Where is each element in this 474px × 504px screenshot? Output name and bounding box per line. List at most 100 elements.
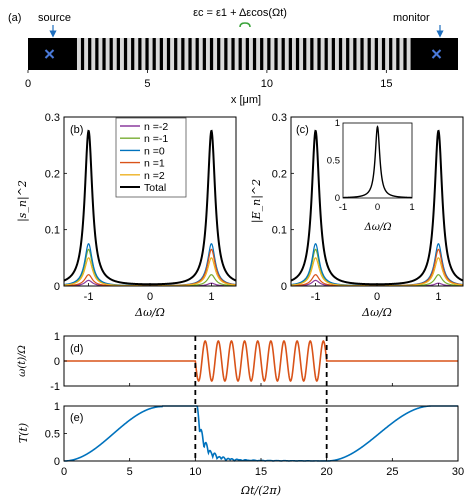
y-tick-label: 0	[54, 356, 60, 368]
grating-stripe	[392, 38, 397, 70]
inset-ticks: -1 0 100.51	[327, 118, 415, 213]
grating-stripe	[342, 38, 347, 70]
modulation-window-lines	[194, 336, 328, 461]
grating-stripe	[334, 38, 339, 70]
x-tick-label: -1	[84, 291, 94, 303]
grating-stripe	[399, 38, 404, 70]
legend-entry: n =-2	[144, 121, 168, 133]
panel-d: -1 0 1 (d) ω(t)/Ω	[17, 331, 459, 393]
x-tick-label: 0	[61, 466, 67, 478]
source-label: source	[38, 12, 71, 24]
panel-d-ylabel: ω(t)/Ω	[17, 345, 28, 377]
grating-stripe	[227, 38, 232, 70]
legend-entry: n =2	[144, 170, 165, 182]
grating-stripe	[220, 38, 225, 70]
grating-stripe	[162, 38, 167, 70]
inset-y-tick: 0	[335, 193, 340, 204]
x-tick-label: 15	[255, 466, 267, 478]
panel-a-x-axis: 0 5 10 15	[25, 70, 392, 90]
panel-d-curve	[64, 339, 458, 383]
grating-stripe	[248, 38, 253, 70]
y-tick-label: 0.5	[45, 429, 60, 441]
inset-x-tick: -1	[339, 202, 347, 213]
panel-a-xtick: 10	[261, 78, 273, 90]
panel-e-frame	[63, 405, 459, 462]
y-tick-label: -1	[50, 381, 60, 393]
panel-c-label: (c)	[296, 124, 309, 136]
grating-stripe	[155, 38, 160, 70]
grating-stripe	[76, 38, 81, 70]
grating-stripe	[119, 38, 124, 70]
grating-stripe	[406, 38, 411, 70]
panel-c-ticks: -1 0 100.10.20.3	[272, 112, 442, 303]
grating-stripe	[385, 38, 390, 70]
grating-stripe	[177, 38, 182, 70]
panel-a-xtick: 0	[25, 78, 31, 90]
brace-icon	[239, 22, 251, 28]
panel-e-curve	[64, 405, 458, 462]
x-tick-label: 10	[189, 466, 201, 478]
grating-stripes	[76, 38, 411, 70]
grating-stripe	[241, 38, 246, 70]
grating-stripe	[363, 38, 368, 70]
y-tick-label: 0.3	[272, 112, 287, 124]
panel-e-label: (e)	[70, 412, 83, 424]
grating-stripe	[234, 38, 239, 70]
grating-stripe	[205, 38, 210, 70]
grating-stripe	[148, 38, 153, 70]
monitor-cross-icon	[431, 49, 442, 59]
x-tick-label: 1	[435, 291, 441, 303]
legend-entry: n =1	[144, 158, 165, 170]
x-tick-label: 30	[452, 466, 464, 478]
equation-text: εc = ε1 + Δεcos(Ωt)	[193, 7, 287, 19]
monitor-label: monitor	[393, 12, 430, 24]
panel-e-ylabel: T(t)	[17, 423, 30, 443]
panel-d-label: (d)	[70, 343, 83, 355]
panel-b-ylabel: |s_n|^2	[16, 180, 30, 222]
inset-frame	[342, 122, 413, 199]
grating-stripe	[112, 38, 117, 70]
x-tick-label: 0	[147, 291, 153, 303]
grating-stripe	[299, 38, 304, 70]
grating-stripe	[356, 38, 361, 70]
grating-stripe	[320, 38, 325, 70]
grating-stripe	[377, 38, 382, 70]
grating-stripe	[141, 38, 146, 70]
panel-a: (a) source monitor εc = ε1 + Δεcos(Ωt) 0…	[8, 7, 458, 106]
y-tick-label: 0	[54, 456, 60, 468]
y-tick-label: 0.2	[272, 168, 287, 180]
grating-stripe	[134, 38, 139, 70]
grating-stripe	[327, 38, 332, 70]
inset-xlabel: Δω/Ω	[363, 222, 391, 233]
grating-stripe	[256, 38, 261, 70]
grating-stripe	[98, 38, 103, 70]
grating-stripe	[213, 38, 218, 70]
y-tick-label: 1	[54, 331, 60, 343]
panel-c-xlabel: Δω/Ω	[361, 306, 392, 319]
panel-a-label: (a)	[8, 12, 21, 24]
panel-c-inset: -1 0 100.51 Δω/Ω	[327, 118, 415, 233]
y-tick-label: 1	[54, 401, 60, 413]
y-tick-label: 0.2	[45, 168, 60, 180]
series-line-n2	[290, 257, 464, 287]
y-tick-label: 0.1	[272, 225, 287, 237]
grating-stripe	[284, 38, 289, 70]
panel-b-xlabel: Δω/Ω	[134, 306, 165, 319]
grating-stripe	[263, 38, 268, 70]
grating-stripe	[306, 38, 311, 70]
grating-stripe	[91, 38, 96, 70]
grating-stripe	[370, 38, 375, 70]
legend-entry: n =-1	[144, 133, 168, 145]
panel-a-xtick: 15	[380, 78, 392, 90]
y-tick-label: 0	[54, 281, 60, 293]
source-cross-icon	[44, 49, 55, 59]
inset-line	[342, 125, 413, 199]
legend-entry: n =0	[144, 145, 165, 157]
x-tick-label: 20	[321, 466, 333, 478]
grating-stripe	[170, 38, 175, 70]
panel-b: -1 0 100.10.20.3 (b) Δω/Ω |s_n|^2 n =-2n =…	[16, 112, 237, 319]
panel-b-ticks: -1 0 1 0 0.1 0.2 0.3	[45, 112, 215, 303]
x-tick-label: 1	[208, 291, 214, 303]
